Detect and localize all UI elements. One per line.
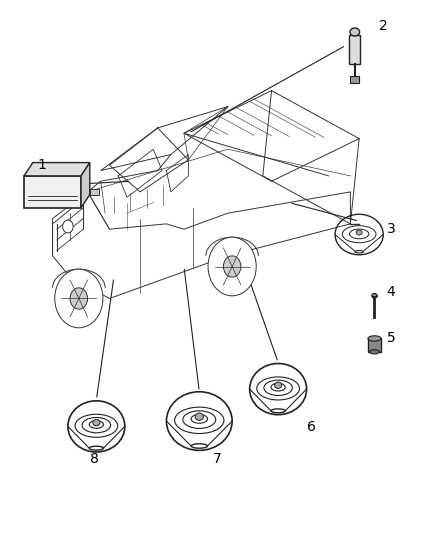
Text: 2: 2 <box>379 19 388 33</box>
Circle shape <box>208 237 256 296</box>
Ellipse shape <box>93 419 100 426</box>
Bar <box>90 189 99 195</box>
Text: 4: 4 <box>387 285 396 299</box>
Circle shape <box>55 269 103 328</box>
Text: 5: 5 <box>387 331 396 345</box>
Circle shape <box>223 256 241 277</box>
Text: 6: 6 <box>307 421 315 434</box>
Ellipse shape <box>275 382 282 389</box>
Ellipse shape <box>372 294 377 298</box>
Text: 3: 3 <box>387 222 396 236</box>
Bar <box>350 76 359 83</box>
Text: 8: 8 <box>90 453 99 466</box>
Ellipse shape <box>368 336 381 341</box>
Ellipse shape <box>350 28 360 36</box>
Ellipse shape <box>356 230 362 235</box>
Ellipse shape <box>370 350 379 354</box>
Bar <box>368 338 381 352</box>
Text: 1: 1 <box>37 158 46 172</box>
Ellipse shape <box>195 413 203 421</box>
Polygon shape <box>81 163 90 208</box>
Circle shape <box>70 288 88 309</box>
Bar <box>349 35 360 64</box>
Circle shape <box>63 220 73 233</box>
Polygon shape <box>24 163 90 176</box>
Text: 7: 7 <box>212 453 221 466</box>
Bar <box>24 176 81 208</box>
